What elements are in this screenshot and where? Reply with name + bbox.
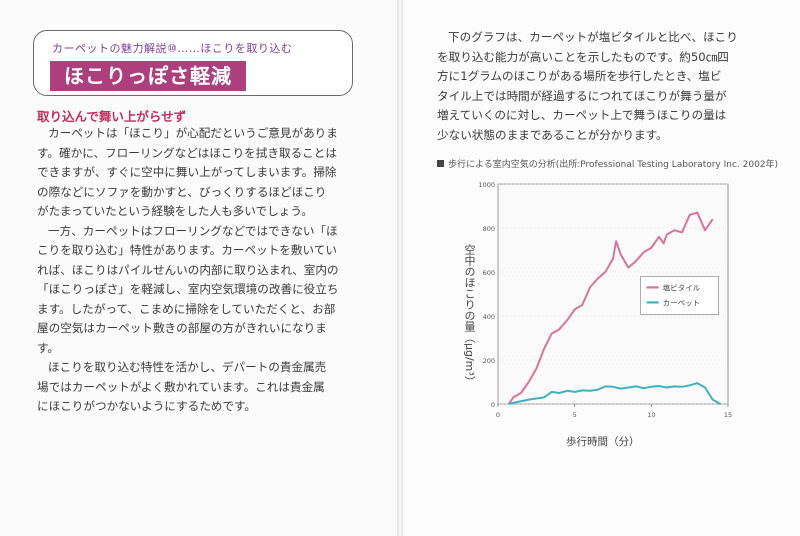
y-tick-label: 600 bbox=[483, 269, 495, 277]
left-line: す。 bbox=[37, 340, 60, 355]
page-title: ほこりっぽさ軽減 bbox=[50, 61, 246, 91]
left-line: こりを取り込む」特性があります。カーペットを敷いてい bbox=[37, 243, 337, 257]
right-line: を取り込む能力が高いことを示したものです。約50㎝四 bbox=[437, 49, 729, 64]
series-label: カーペットの魅力解説⑩……ほこりを取り込む bbox=[52, 42, 293, 55]
y-tick-label: 200 bbox=[483, 357, 495, 365]
y-tick-label: 0 bbox=[491, 401, 495, 409]
left-line: にほこりがつかないようにするためです。 bbox=[37, 399, 257, 413]
x-tick-label: 10 bbox=[647, 411, 655, 419]
right-body: 下のグラフは、カーペットが塩ビタイルと比べ、ほこり を取り込む能力が高いことを示… bbox=[437, 28, 767, 145]
title-box: カーペットの魅力解説⑩……ほこりを取り込む ほこりっぽさ軽減 bbox=[33, 30, 353, 96]
left-line: ます。したがって、こまめに掃除をしていただくと、お部 bbox=[37, 301, 336, 316]
left-line: 一方、カーペットはフローリングなどではできない「ほ bbox=[48, 223, 338, 238]
left-line: れば、ほこりはパイルせんいの内部に取り込まれ、室内の bbox=[37, 262, 339, 277]
chart-title: 歩行による室内空気の分析(出所:Professional Testing Lab… bbox=[437, 157, 778, 170]
right-line: タイル上では時間が経過するにつれてほこりが舞う量が bbox=[437, 88, 727, 103]
right-line: 方に1グラムのほこりがある場所を歩行したとき、塩ビ bbox=[437, 69, 722, 83]
left-line: 「ほこりっぽさ」を軽減し、室内空気環境の改善に役立ち bbox=[37, 282, 339, 296]
left-line: の際などにソファを動かすと、びっくりするほどほこり bbox=[37, 184, 327, 199]
y-tick-label: 400 bbox=[483, 313, 495, 321]
square-bullet-icon bbox=[437, 160, 444, 167]
y-tick-label: 800 bbox=[483, 225, 495, 233]
legend-label: 塩ビタイル bbox=[663, 282, 701, 292]
y-axis-title: 空中のほこりの量（μg/m³） bbox=[463, 244, 476, 387]
left-line: 屋の空気はカーペット敷きの部屋の方がきれいになりま bbox=[37, 321, 327, 335]
left-body: カーペットは「ほこり」が心配だというご意見がありま す。確かに、フローリングなど… bbox=[37, 124, 357, 417]
left-line: 場ではカーペットがよく敷かれています。これは貴金属 bbox=[37, 379, 325, 394]
legend-label: カーペット bbox=[663, 298, 701, 307]
x-tick-label: 5 bbox=[573, 411, 577, 419]
book-spine bbox=[397, 0, 403, 536]
left-line: できますが、すぐに空中に舞い上がってしまいます。掃除 bbox=[37, 165, 337, 179]
y-tick-label: 1000 bbox=[478, 181, 495, 189]
x-axis-title: 歩行時間（分） bbox=[566, 436, 640, 448]
right-line: 増えていくのに対し、カーペット上で舞うほこりの量は bbox=[437, 108, 727, 122]
series-line-0 bbox=[507, 211, 714, 405]
x-tick-label: 15 bbox=[724, 411, 732, 419]
series-line-1 bbox=[508, 382, 721, 405]
right-line: 少ない状態のままであることが分かります。 bbox=[437, 127, 668, 142]
left-line: がたまっていたという経験をした人も多いでしょう。 bbox=[37, 204, 313, 218]
legend-box bbox=[640, 276, 720, 315]
chart-title-text: 歩行による室内空気の分析(出所:Professional Testing Lab… bbox=[448, 160, 779, 170]
right-line: 下のグラフは、カーペットが塩ビタイルと比べ、ほこり bbox=[448, 30, 738, 44]
left-line: す。確かに、フローリングなどはほこりを拭き取ることは bbox=[37, 145, 337, 160]
x-tick-label: 0 bbox=[496, 411, 500, 419]
left-line: ほこりを取り込む特性を活かし、デパートの貴金属売 bbox=[48, 360, 327, 374]
section-heading: 取り込んで舞い上がらせず bbox=[37, 109, 187, 124]
left-line: カーペットは「ほこり」が心配だというご意見がありま bbox=[48, 126, 338, 140]
